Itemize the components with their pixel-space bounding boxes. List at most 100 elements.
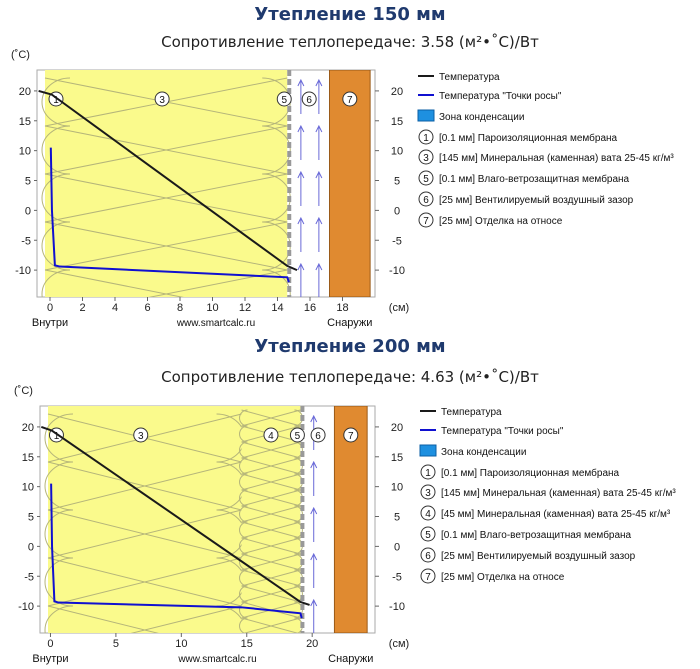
- y-tick-label: 0: [25, 205, 31, 217]
- layer-marker-label-3: 3: [159, 95, 165, 106]
- legend-label: [25 мм] Отделка на относе: [439, 216, 563, 227]
- airflow-arrow-icon: [310, 598, 318, 633]
- insulation-hatch: [241, 585, 301, 603]
- legend-label: Температура "Точки росы": [439, 91, 562, 102]
- y-tick-label: 15: [22, 452, 34, 464]
- legend-marker-6: [418, 191, 434, 207]
- insulation-hatch: [44, 173, 288, 223]
- airflow-arrow-icon: [315, 78, 323, 114]
- layer-marker-4: [263, 427, 279, 443]
- chart-1-title: Утепление 150 мм: [254, 4, 446, 25]
- insulation-hatch: [44, 605, 74, 633]
- y-tick-label-right: 5: [394, 176, 400, 188]
- y-tick-label-right: -10: [389, 601, 405, 613]
- x-tick-label: 10: [175, 638, 187, 650]
- airflow-arrow-icon: [297, 78, 305, 114]
- insulation-hatch: [262, 269, 291, 297]
- airflow-arrow-icon: [315, 124, 323, 160]
- legend-label: [45 мм] Минеральная (каменная) вата 25-4…: [441, 509, 671, 520]
- airflow-arrow-icon: [310, 552, 318, 588]
- airflow-arrow-icon: [297, 170, 305, 206]
- x-tick-label: 14: [271, 302, 283, 314]
- x-tick-label: 6: [144, 302, 150, 314]
- insulation-hatch: [130, 605, 242, 633]
- layer-marker-label-7: 7: [348, 431, 354, 442]
- legend-marker-5: [418, 170, 434, 186]
- legend-marker-label: 5: [425, 530, 431, 541]
- x-tick-label: 10: [206, 302, 218, 314]
- x-unit-label: (см): [389, 638, 409, 650]
- legend-marker-1: [420, 464, 436, 480]
- layer-marker-label-6: 6: [315, 431, 321, 442]
- layer-marker-3: [154, 91, 170, 107]
- legend-label: Температура: [439, 72, 500, 83]
- insulation-hatch: [239, 585, 303, 603]
- insulation-hatch: [262, 125, 291, 175]
- insulation-hatch: [47, 509, 242, 559]
- insulation-hatch: [241, 489, 301, 507]
- y-tick-label: -5: [24, 571, 34, 583]
- layer-marker-7: [343, 427, 359, 443]
- legend-label: [145 мм] Минеральная (каменная) вата 25-…: [441, 488, 676, 499]
- airflow-arrow-icon: [297, 262, 305, 297]
- insulation-hatch: [44, 509, 74, 559]
- x-unit-label: (см): [389, 302, 409, 314]
- legend-marker-label: 3: [425, 488, 431, 499]
- insulation-hatch: [148, 269, 288, 297]
- legend-marker-label: 7: [423, 216, 429, 227]
- insulation-hatch: [47, 461, 242, 511]
- y-tick-label: -10: [15, 265, 31, 277]
- chart-1-subtitle: Сопротивление теплопередаче: 3.58 (м²•˚С…: [161, 33, 539, 51]
- legend-label: Зона конденсации: [441, 447, 526, 458]
- x-tick-label: 4: [112, 302, 118, 314]
- insulation-hatch: [241, 441, 301, 459]
- insulation-layer-3: [45, 70, 288, 297]
- legend-marker-7: [420, 568, 436, 584]
- y-tick-label: 15: [19, 116, 31, 128]
- legend-label: [25 мм] Отделка на относе: [441, 572, 565, 583]
- airflow-arrow-icon: [297, 216, 305, 252]
- y-tick-label: 20: [19, 86, 31, 98]
- legend-marker-label: 7: [425, 572, 431, 583]
- legend-label: Зона конденсации: [439, 112, 524, 123]
- legend-marker-5: [420, 526, 436, 542]
- airflow-arrow-icon: [297, 124, 305, 160]
- legend-label: Температура: [441, 407, 502, 418]
- cladding-layer-7: [329, 70, 371, 297]
- layer-marker-5: [289, 427, 305, 443]
- insulation-hatch: [44, 221, 288, 271]
- outside-label: Снаружи: [328, 653, 373, 665]
- layer-marker-label-3: 3: [138, 431, 144, 442]
- legend-label: [25 мм] Вентилируемый воздушный зазор: [439, 195, 634, 206]
- legend-marker-label: 1: [423, 133, 429, 144]
- y-tick-label-right: 20: [391, 86, 403, 98]
- x-tick-label: 12: [239, 302, 251, 314]
- insulation-hatch: [241, 537, 301, 555]
- layer-marker-3: [133, 427, 149, 443]
- legend-marker-3: [418, 149, 434, 165]
- airflow-arrow-icon: [315, 170, 323, 206]
- insulation-hatch: [239, 521, 303, 539]
- wall-layers: [44, 406, 368, 633]
- y-tick-label: -5: [21, 235, 31, 247]
- temperature-line: [40, 425, 310, 606]
- legend-label: Температура "Точки росы": [441, 426, 564, 437]
- y-tick-label-right: -10: [389, 265, 405, 277]
- y-tick-label-right: -5: [392, 571, 402, 583]
- insulation-hatch: [44, 125, 288, 175]
- legend-marker-label: 6: [425, 551, 431, 562]
- insulation-hatch: [41, 221, 71, 271]
- insulation-hatch: [241, 505, 301, 523]
- legend-label: [145 мм] Минеральная (каменная) вата 25-…: [439, 153, 674, 164]
- y-tick-label-right: 0: [394, 205, 400, 217]
- insulation-hatch: [44, 557, 74, 607]
- insulation-hatch: [41, 269, 71, 297]
- legend-marker-6: [420, 547, 436, 563]
- y-tick-label: 5: [25, 176, 31, 188]
- legend-swatch-box: [417, 109, 435, 122]
- wall-layers: [41, 70, 371, 297]
- legend-label: [0.1 мм] Влаго-ветрозащитная мембрана: [439, 173, 630, 185]
- layer-marker-label-6: 6: [306, 95, 312, 106]
- legend-label: [0.1 мм] Пароизоляционная мембрана: [441, 467, 620, 479]
